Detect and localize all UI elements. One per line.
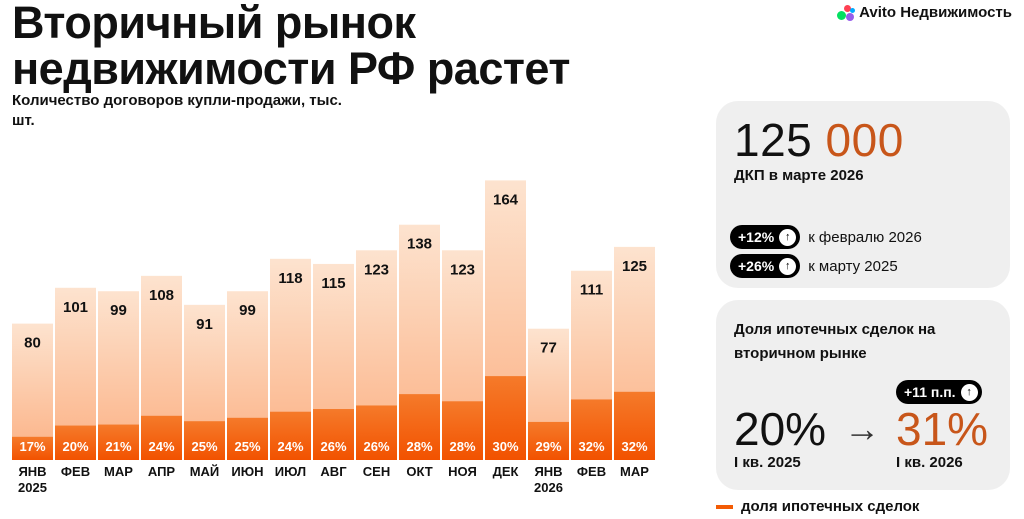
bar-mortgage xyxy=(313,409,354,460)
bar-value-label: 118 xyxy=(278,270,302,287)
bar-value-label: 115 xyxy=(321,275,345,292)
x-tick-label: ЯНВ xyxy=(534,464,562,479)
bar-share-label: 26% xyxy=(320,439,346,454)
change-row-mar: +26% ↑ к марту 2025 xyxy=(730,254,898,278)
share-to-label: I кв. 2026 xyxy=(896,454,963,471)
x-tick-label: ДЕК xyxy=(493,464,519,479)
bar-mortgage xyxy=(485,376,526,460)
change-badge: +26% ↑ xyxy=(730,254,801,278)
bar-share-label: 24% xyxy=(277,439,303,454)
bar-mortgage xyxy=(528,421,569,460)
x-tick-label: МАР xyxy=(104,464,133,479)
page-title: Вторичный рынок недвижимости РФ растет xyxy=(12,0,612,92)
bar-mortgage xyxy=(141,415,182,460)
bar-value-label: 91 xyxy=(196,316,213,333)
bar-value-label: 164 xyxy=(493,191,519,208)
x-tick-label: ФЕВ xyxy=(61,464,90,479)
avito-logo[interactable]: Avito Недвижимость xyxy=(837,4,1012,21)
logo-text: Avito Недвижимость xyxy=(859,4,1012,21)
bar-share-label: 25% xyxy=(191,439,217,454)
bar-mortgage xyxy=(55,425,96,460)
bar-mortgage xyxy=(399,394,440,460)
x-tick-label: ОКТ xyxy=(406,464,432,479)
x-tick-label: 2026 xyxy=(534,480,563,495)
bar-value-label: 77 xyxy=(540,340,557,357)
bar-share-label: 28% xyxy=(406,439,432,454)
bar-share-label: 30% xyxy=(492,439,518,454)
change-badge: +12% ↑ xyxy=(730,225,801,249)
x-tick-label: НОЯ xyxy=(448,464,477,479)
bar-value-label: 80 xyxy=(24,335,41,352)
x-tick-label: ЯНВ xyxy=(18,464,46,479)
bar-value-label: 123 xyxy=(364,261,389,278)
bar-value-label: 123 xyxy=(450,261,475,278)
x-tick-label: АПР xyxy=(148,464,176,479)
bar-share-label: 32% xyxy=(621,439,647,454)
x-tick-label: МАР xyxy=(620,464,649,479)
chart-subtitle: Количество договоров купли-продажи, тыс.… xyxy=(12,92,342,129)
mortgage-share-title: Доля ипотечных сделок на вторичном рынке xyxy=(734,321,936,362)
legend-label: доля ипотечных сделок xyxy=(741,498,920,515)
title-line-1: Вторичный рынок xyxy=(12,0,416,48)
bar-value-label: 99 xyxy=(239,302,256,319)
x-tick-label: ИЮЛ xyxy=(275,464,306,479)
total-deals-card: 125 000 ДКП в марте 2026 +12% ↑ к феврал… xyxy=(716,101,1010,288)
bar-mortgage xyxy=(12,436,53,460)
x-tick-label: АВГ xyxy=(320,464,347,479)
bar-mortgage xyxy=(270,411,311,460)
arrow-right-icon: → xyxy=(844,408,880,449)
share-from-value: 20% xyxy=(734,403,827,455)
x-tick-label: ИЮН xyxy=(231,464,263,479)
bar-value-label: 111 xyxy=(580,282,603,299)
share-to-value: 31% xyxy=(896,403,989,455)
bar-mortgage xyxy=(571,399,612,460)
share-from-label: I кв. 2025 xyxy=(734,454,801,471)
legend-swatch xyxy=(716,504,733,509)
bar-mortgage xyxy=(614,391,655,460)
bar-share-label: 26% xyxy=(363,439,389,454)
bar-share-label: 25% xyxy=(234,439,260,454)
avito-logo-icon xyxy=(837,4,856,21)
arrow-up-icon: ↑ xyxy=(779,257,797,275)
total-deals-label: ДКП в марте 2026 xyxy=(734,167,864,184)
bar-share-label: 32% xyxy=(578,439,604,454)
bar-mortgage xyxy=(356,405,397,460)
bar-mortgage xyxy=(442,401,483,460)
bar-value-label: 108 xyxy=(149,287,174,304)
bar-share-label: 28% xyxy=(449,439,475,454)
x-tick-label: МАЙ xyxy=(190,464,220,479)
bar-share-label: 20% xyxy=(62,439,88,454)
mortgage-share-card: Доля ипотечных сделок на вторичном рынке… xyxy=(716,300,1010,490)
bar-share-label: 21% xyxy=(105,439,131,454)
x-tick-label: 2025 xyxy=(18,480,47,495)
arrow-up-icon: ↑ xyxy=(779,228,797,246)
total-deals-value: 125 000 xyxy=(734,114,904,166)
bar-mortgage xyxy=(227,417,268,460)
bar-share-label: 24% xyxy=(148,439,174,454)
x-tick-label: СЕН xyxy=(363,464,390,479)
bar-value-label: 101 xyxy=(63,299,88,316)
bar-mortgage xyxy=(98,424,139,460)
x-tick-label: ФЕВ xyxy=(577,464,606,479)
title-line-2: недвижимости РФ растет xyxy=(12,43,570,94)
change-row-feb: +12% ↑ к февралю 2026 xyxy=(730,225,922,249)
bar-mortgage xyxy=(184,421,225,460)
bar-value-label: 138 xyxy=(407,236,432,253)
bar-share-label: 29% xyxy=(535,439,561,454)
bar-value-label: 99 xyxy=(110,302,127,319)
chart-legend: доля ипотечных сделок xyxy=(716,498,919,515)
arrow-up-icon: ↑ xyxy=(960,383,978,401)
bar-chart: 8017%ЯНВ202510120%ФЕВ9921%МАР10824%АПР91… xyxy=(12,180,655,495)
share-delta-badge: +11 п.п. ↑ xyxy=(896,380,982,404)
bar-share-label: 17% xyxy=(19,439,45,454)
bar-value-label: 125 xyxy=(622,258,647,275)
